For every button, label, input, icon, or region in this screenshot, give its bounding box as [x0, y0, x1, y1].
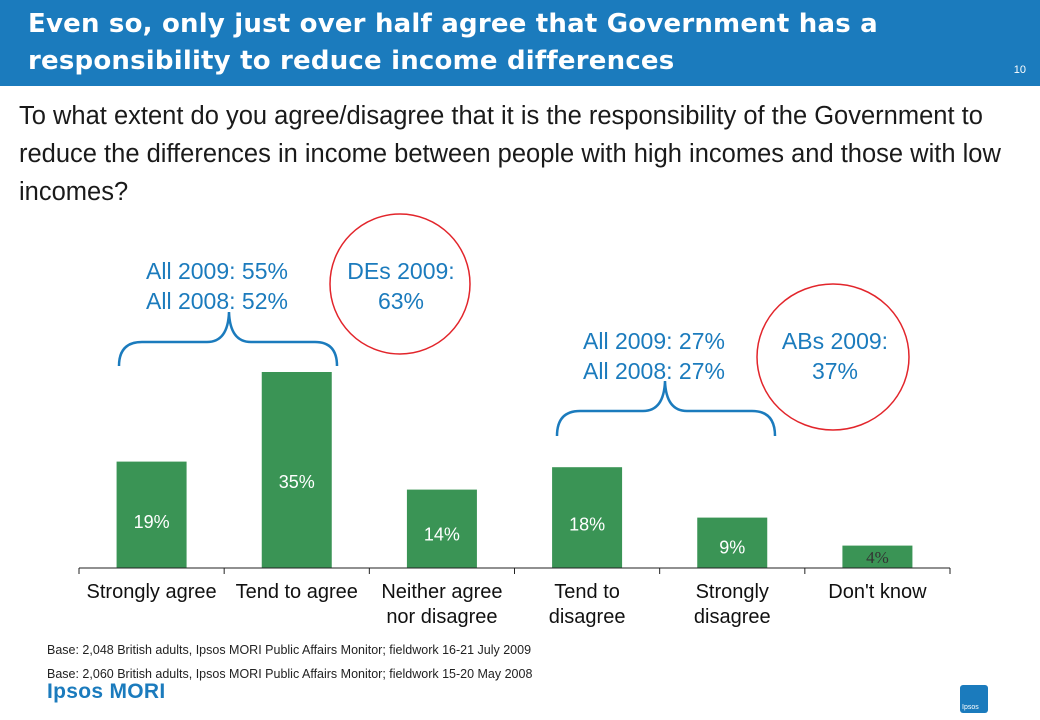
bar-5 — [697, 517, 768, 568]
bar-value-label-2: 35% — [279, 472, 315, 492]
category-label-4: Tend to — [554, 581, 620, 603]
title-banner: Even so, only just over half agree that … — [0, 0, 1040, 86]
des-highlight-circle — [329, 213, 471, 355]
agree-brace — [117, 311, 339, 367]
bar-value-label-3: 14% — [424, 525, 460, 545]
abs-value: 37% — [811, 358, 859, 384]
category-label-2: Tend to agree — [236, 581, 358, 603]
bar-value-label-6: 4% — [866, 548, 889, 567]
bar-2 — [261, 372, 332, 568]
category-label-4: disagree — [549, 606, 626, 628]
des-value: 63% — [377, 288, 425, 314]
bar-1 — [116, 461, 187, 568]
disagree-brace — [555, 380, 777, 437]
bar-value-label-5: 9% — [719, 537, 745, 557]
des-annotation: DEs 2009: 63% — [333, 256, 469, 316]
bar-value-label-4: 18% — [569, 515, 605, 535]
slide-title-line-1: Even so, only just over half agree that … — [28, 9, 878, 39]
disagree-total-annotation: All 2009: 27% All 2008: 27% — [583, 326, 725, 386]
slide-title-line-2: responsibility to reduce income differen… — [28, 46, 675, 76]
abs-highlight-circle — [756, 283, 910, 431]
category-label-5: disagree — [694, 606, 771, 628]
category-label-1: Strongly agree — [87, 581, 217, 603]
base-note-2009: Base: 2,048 British adults, Ipsos MORI P… — [47, 643, 532, 657]
bar-3 — [406, 489, 477, 568]
ipsos-badge-text: Ipsos — [962, 704, 979, 711]
bar-6 — [842, 545, 913, 568]
survey-question: To what extent do you agree/disagree tha… — [19, 102, 1001, 206]
agree-total-annotation: All 2009: 55% All 2008: 52% — [146, 256, 288, 316]
des-label: DEs 2009: — [347, 258, 455, 284]
category-label-3: Neither agree — [381, 581, 502, 603]
agree-total-2008: All 2008: 52% — [146, 288, 288, 314]
bar-4 — [552, 467, 623, 568]
category-label-3: nor disagree — [386, 606, 497, 628]
category-label-6: Don't know — [828, 581, 927, 603]
ipsos-badge-icon: Ipsos — [960, 685, 988, 713]
bar-value-label-1: 19% — [134, 512, 170, 532]
abs-annotation: ABs 2009: 37% — [765, 326, 905, 386]
slide-title: Even so, only just over half agree that … — [28, 6, 1018, 80]
disagree-total-2008: All 2008: 27% — [583, 358, 725, 384]
slide-number: 10 — [1013, 64, 1026, 76]
base-note-2008: Base: 2,060 British adults, Ipsos MORI P… — [47, 667, 533, 681]
ipsos-mori-logo: Ipsos MORI — [47, 680, 166, 703]
category-label-5: Strongly — [696, 581, 769, 603]
agree-total-2009: All 2009: 55% — [146, 258, 288, 284]
abs-label: ABs 2009: — [781, 328, 889, 354]
disagree-total-2009: All 2009: 27% — [583, 328, 725, 354]
